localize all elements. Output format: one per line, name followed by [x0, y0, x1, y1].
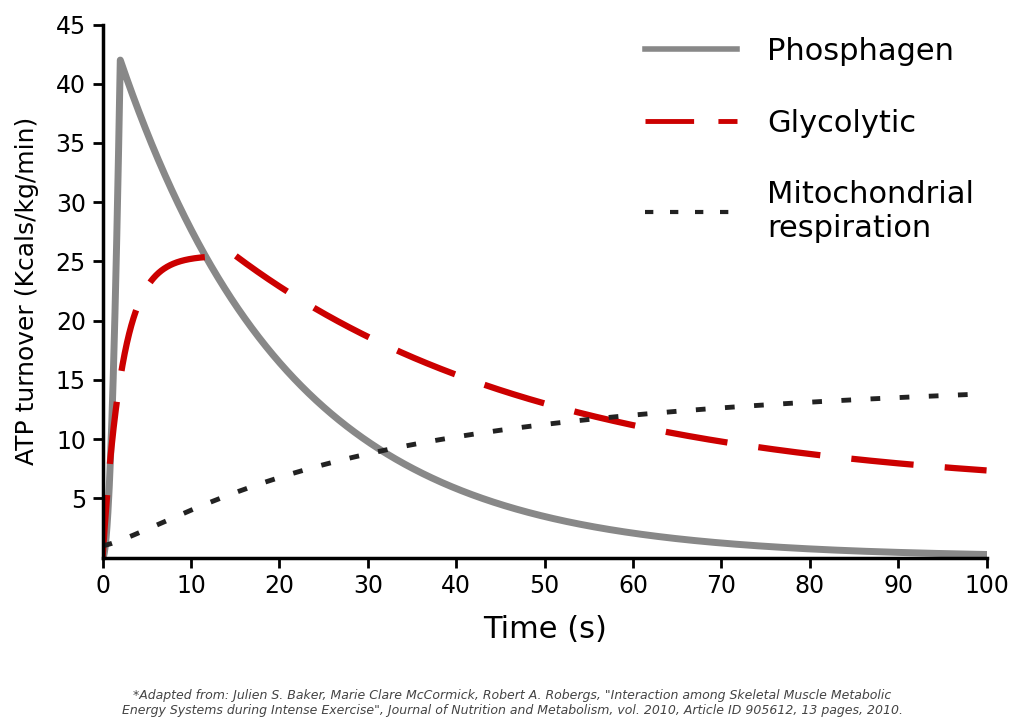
Text: *Adapted from: Julien S. Baker, Marie Clare McCormick, Robert A. Robergs, "Inter: *Adapted from: Julien S. Baker, Marie Cl…	[122, 689, 902, 717]
Y-axis label: ATP turnover (Kcals/kg/min): ATP turnover (Kcals/kg/min)	[15, 117, 39, 465]
Legend: Phosphagen, Glycolytic, Mitochondrial
respiration: Phosphagen, Glycolytic, Mitochondrial re…	[633, 25, 986, 255]
X-axis label: Time (s): Time (s)	[482, 615, 606, 644]
